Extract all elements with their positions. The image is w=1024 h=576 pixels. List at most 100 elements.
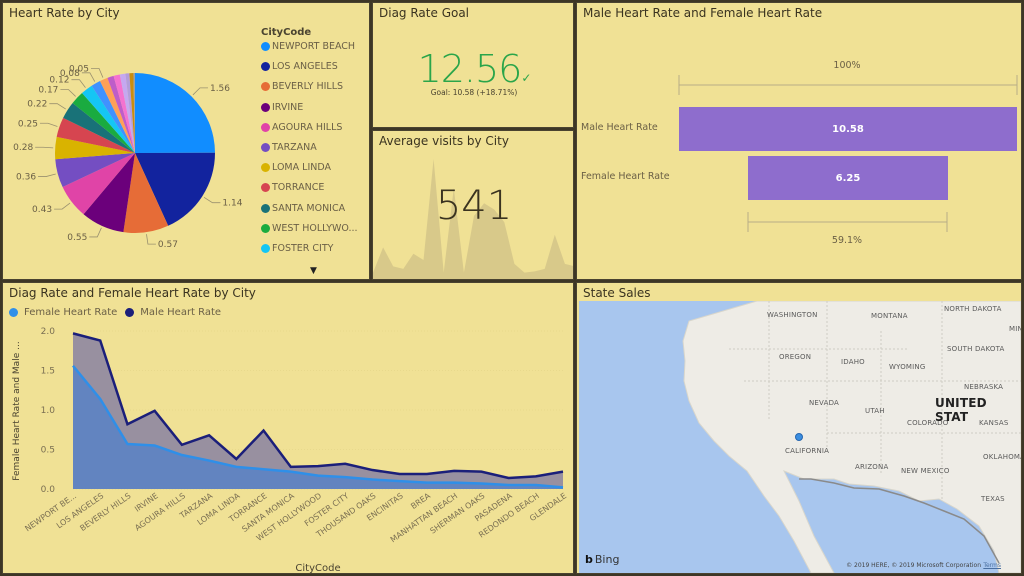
pie-data-label: 1.56: [210, 84, 230, 94]
pie-data-label: 0.05: [69, 64, 89, 74]
legend-item[interactable]: SANTA MONICA: [261, 203, 345, 214]
diag-rate-goal-tile[interactable]: Diag Rate Goal 12.56✓ Goal: 10.58 (+18.7…: [372, 2, 574, 128]
legend-label: SANTA MONICA: [272, 202, 346, 214]
legend-dot: [261, 102, 270, 112]
sparkline: [373, 159, 573, 279]
sparkline-area: [373, 159, 573, 279]
kpi-value: 12.56✓: [373, 47, 573, 91]
legend-label: AGOURA HILLS: [272, 121, 343, 133]
map-land: [682, 301, 1021, 573]
pie-data-label: 0.25: [18, 119, 38, 129]
tile-title: Heart Rate by City: [9, 6, 120, 20]
line-legend: Female Heart Rate Male Heart Rate: [9, 307, 221, 318]
pie-slice: [55, 153, 135, 188]
legend-dot: [261, 122, 270, 132]
state-sales-tile[interactable]: State Sales WASHINGTON MONTANA NORTH DAK…: [576, 282, 1022, 574]
legend-label: IRVINE: [272, 101, 304, 113]
legend-label: WEST HOLLYWO...: [272, 222, 358, 234]
pie-data-label: 0.36: [16, 173, 36, 183]
tile-title: Diag Rate and Female Heart Rate by City: [9, 286, 256, 300]
legend-title: CityCode: [261, 27, 312, 38]
pie-slice: [119, 73, 135, 153]
legend-dot: [261, 143, 270, 152]
legend-item[interactable]: LOS ANGELES: [261, 61, 338, 72]
legend-label: TARZANA: [272, 142, 317, 153]
average-visits-tile[interactable]: Average visits by City 541: [372, 130, 574, 280]
map-label: ARIZONA: [855, 463, 889, 471]
bing-icon: b: [585, 553, 593, 566]
legend-label: LOS ANGELES: [272, 61, 338, 73]
legend-item[interactable]: NEWPORT BEACH: [261, 41, 355, 52]
legend-dot: [261, 223, 270, 233]
male-female-heart-rate-tile[interactable]: Male Heart Rate and Female Heart Rate 10…: [576, 2, 1022, 280]
legend-item[interactable]: TARZANA: [261, 142, 317, 153]
legend-label: BEVERLY HILLS: [272, 81, 344, 93]
map-label: COLORADO: [907, 419, 949, 427]
map-label: MONTANA: [871, 312, 908, 320]
heart-rate-by-city-tile[interactable]: Heart Rate by City 1.56 1.14 0.57 0.55 0.43 0…: [2, 2, 370, 280]
pie-slice: [113, 74, 135, 153]
legend-label: TORRANCE: [272, 182, 325, 194]
funnel-axes: [678, 75, 1018, 232]
pie-leader-line: [192, 87, 208, 96]
legend-dot: [261, 62, 270, 72]
legend-dot: [261, 183, 270, 193]
y-tick-label: 0.5: [41, 446, 55, 456]
y-tick-label: 1.5: [41, 367, 55, 377]
diag-rate-female-heart-rate-tile[interactable]: Diag Rate and Female Heart Rate by City …: [2, 282, 574, 574]
legend-label[interactable]: Male Heart Rate: [140, 307, 222, 318]
legend-item[interactable]: AGOURA HILLS: [261, 122, 342, 133]
pie-data-label: 0.22: [27, 100, 47, 110]
legend-item[interactable]: WEST HOLLYWO...: [261, 223, 358, 234]
terms-link[interactable]: Terms: [983, 562, 1001, 569]
map-label: SOUTH DAKOTA: [947, 345, 1005, 353]
land-mass: [682, 301, 1021, 573]
funnel-bar-male[interactable]: 10.58: [679, 107, 1017, 151]
legend-item[interactable]: IRVINE: [261, 102, 303, 113]
legend-item[interactable]: FOSTER CITY: [261, 243, 333, 254]
pie-leader-line: [39, 122, 58, 127]
pie-slice: [55, 136, 136, 160]
funnel-row-label: Male Heart Rate: [581, 122, 658, 133]
legend-label[interactable]: Female Heart Rate: [24, 307, 118, 318]
pie-slice: [63, 102, 135, 153]
y-tick-label: 0.0: [41, 485, 56, 495]
map-label: UTAH: [865, 407, 885, 415]
map-label: NEW MEXICO: [901, 467, 950, 475]
map-data-point[interactable]: [795, 433, 803, 441]
pie-leader-line: [146, 234, 156, 245]
funnel-bar-female[interactable]: 6.25: [748, 156, 948, 200]
pie-data-label: 0.55: [67, 233, 87, 243]
series-line: [72, 364, 564, 489]
legend-item[interactable]: BEVERLY HILLS: [261, 81, 343, 92]
y-tick-label: 1.0: [41, 406, 56, 416]
legend-item[interactable]: TORRANCE: [261, 182, 324, 193]
provider-label: Bing: [594, 553, 620, 566]
x-axis-label: CityCode: [295, 563, 340, 574]
map-label: OKLAHOMA: [983, 453, 1021, 461]
map-label: IDAHO: [841, 358, 865, 366]
pie-slice: [135, 73, 215, 153]
tile-title: Average visits by City: [379, 134, 509, 148]
y-axis-label: Female Heart Rate and Male ...: [12, 341, 22, 480]
pie-slice: [91, 81, 135, 153]
pie-data-label: 0.12: [49, 76, 69, 86]
pie-chart: 1.56 1.14 0.57 0.55 0.43 0.36 0.28 0.25 0.22 0.17…: [13, 64, 243, 250]
pie-slice: [56, 117, 136, 153]
map-copyright: © 2019 HERE, © 2019 Microsoft Corporatio…: [846, 562, 981, 569]
legend-dot: [261, 163, 270, 173]
pie-slice: [125, 73, 135, 153]
pie-leader-line: [203, 196, 221, 204]
map-label: TEXAS: [981, 495, 1005, 503]
chevron-down-icon[interactable]: ▼: [310, 266, 317, 276]
legend-item[interactable]: LOMA LINDA: [261, 162, 331, 173]
pie-leader-line: [81, 72, 96, 82]
map-canvas[interactable]: WASHINGTON MONTANA NORTH DAKOTA OREGON I…: [579, 301, 1021, 573]
card-value: 541: [435, 183, 513, 229]
pie-slice: [72, 93, 135, 153]
kpi-number: 12.56: [417, 47, 523, 91]
map-label: CALIFORNIA: [785, 447, 830, 455]
tile-title: State Sales: [583, 286, 651, 300]
legend-dot: [261, 244, 270, 253]
